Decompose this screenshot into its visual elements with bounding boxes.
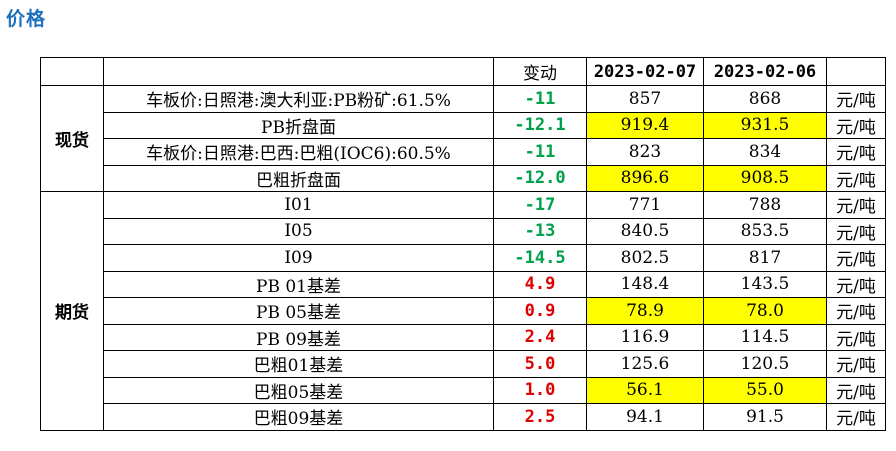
row-label: PB 05基差 [103, 297, 494, 325]
table-row: PB 09基差 2.4 116.9 114.5 元/吨 [41, 323, 886, 351]
price-date-2: 143.5 [703, 270, 827, 298]
unit-label: 元/吨 [826, 138, 886, 166]
table-row: 巴粗05基差 1.0 56.1 55.0 元/吨 [41, 376, 886, 404]
header-date-2: 2023-02-06 [703, 57, 827, 86]
price-date-1: 802.5 [586, 244, 704, 272]
change-value: 2.4 [493, 323, 587, 351]
price-date-1: 896.6 [586, 164, 704, 192]
unit-label: 元/吨 [826, 376, 886, 404]
unit-label: 元/吨 [826, 111, 886, 139]
price-date-1: 94.1 [586, 403, 704, 431]
unit-label: 元/吨 [826, 191, 886, 219]
change-value: 4.9 [493, 270, 587, 298]
price-date-2: 788 [703, 191, 827, 219]
unit-label: 元/吨 [826, 244, 886, 272]
unit-label: 元/吨 [826, 297, 886, 325]
price-date-1: 125.6 [586, 350, 704, 378]
price-table: 变动 2023-02-07 2023-02-06 现货 车板价:日照港:澳大利亚:… [40, 57, 886, 431]
row-label: 巴粗09基差 [103, 403, 494, 431]
table-row: 现货 车板价:日照港:澳大利亚:PB粉矿:61.5% -11 857 868 元/吨 [40, 85, 886, 192]
price-date-2: 931.5 [703, 111, 827, 139]
change-value: -13 [493, 217, 587, 245]
price-date-2: 853.5 [703, 217, 827, 245]
header-row: 变动 2023-02-07 2023-02-06 [40, 57, 886, 86]
table-row: 期货 I01 -17 771 788 元/吨 [40, 191, 886, 431]
price-date-1: 56.1 [586, 376, 704, 404]
price-date-2: 868 [703, 85, 827, 113]
header-empty-label [103, 57, 494, 86]
unit-label: 元/吨 [826, 85, 886, 113]
row-label: PB 01基差 [103, 270, 494, 298]
price-date-2: 114.5 [703, 323, 827, 351]
table-row: 巴粗09基差 2.5 94.1 91.5 元/吨 [41, 403, 886, 431]
unit-label: 元/吨 [826, 217, 886, 245]
price-date-1: 771 [586, 191, 704, 219]
row-label: PB 09基差 [103, 323, 494, 351]
header-change: 变动 [493, 57, 587, 86]
change-value: -14.5 [493, 244, 587, 272]
category-label: 期货 [40, 191, 104, 431]
change-value: -17 [493, 191, 587, 219]
table-row: 巴粗01基差 5.0 125.6 120.5 元/吨 [41, 350, 886, 378]
table-row: PB 01基差 4.9 148.4 143.5 元/吨 [41, 270, 886, 298]
row-label: 车板价:日照港:澳大利亚:PB粉矿:61.5% [103, 85, 494, 113]
price-date-2: 78.0 [703, 297, 827, 325]
price-date-1: 840.5 [586, 217, 704, 245]
unit-label: 元/吨 [826, 270, 886, 298]
row-label: 巴粗折盘面 [103, 164, 494, 192]
row-label: 巴粗05基差 [103, 376, 494, 404]
price-date-2: 91.5 [703, 403, 827, 431]
unit-label: 元/吨 [826, 350, 886, 378]
table-row: 车板价:日照港:巴西:巴粗(IOC6):60.5% -11 823 834 元/吨 [41, 138, 886, 166]
row-label: 车板价:日照港:巴西:巴粗(IOC6):60.5% [103, 138, 494, 166]
price-date-1: 919.4 [586, 111, 704, 139]
row-label: I09 [103, 244, 494, 272]
header-empty-category [40, 57, 104, 86]
category-label: 现货 [40, 85, 104, 192]
change-value: 0.9 [493, 297, 587, 325]
price-date-2: 834 [703, 138, 827, 166]
unit-label: 元/吨 [826, 164, 886, 192]
page-title: 价格 [6, 8, 47, 30]
price-date-1: 116.9 [586, 323, 704, 351]
table-row: PB 05基差 0.9 78.9 78.0 元/吨 [41, 297, 886, 325]
price-date-1: 78.9 [586, 297, 704, 325]
price-date-2: 55.0 [703, 376, 827, 404]
row-label: PB折盘面 [103, 111, 494, 139]
table-row: PB折盘面 -12.1 919.4 931.5 元/吨 [41, 111, 886, 139]
price-date-1: 148.4 [586, 270, 704, 298]
change-value: 5.0 [493, 350, 587, 378]
change-value: -12.1 [493, 111, 587, 139]
table-row: 巴粗折盘面 -12.0 896.6 908.5 元/吨 [41, 164, 886, 192]
unit-label: 元/吨 [826, 323, 886, 351]
row-label: I05 [103, 217, 494, 245]
change-value: 1.0 [493, 376, 587, 404]
row-label: 巴粗01基差 [103, 350, 494, 378]
price-date-2: 120.5 [703, 350, 827, 378]
price-date-2: 908.5 [703, 164, 827, 192]
table-row: I09 -14.5 802.5 817 元/吨 [41, 244, 886, 272]
header-empty-unit [826, 57, 886, 86]
price-date-2: 817 [703, 244, 827, 272]
price-date-1: 857 [586, 85, 704, 113]
change-value: 2.5 [493, 403, 587, 431]
change-value: -11 [493, 138, 587, 166]
unit-label: 元/吨 [826, 403, 886, 431]
table-row: I05 -13 840.5 853.5 元/吨 [41, 217, 886, 245]
header-date-1: 2023-02-07 [586, 57, 704, 86]
change-value: -12.0 [493, 164, 587, 192]
change-value: -11 [493, 85, 587, 113]
row-label: I01 [103, 191, 494, 219]
price-date-1: 823 [586, 138, 704, 166]
